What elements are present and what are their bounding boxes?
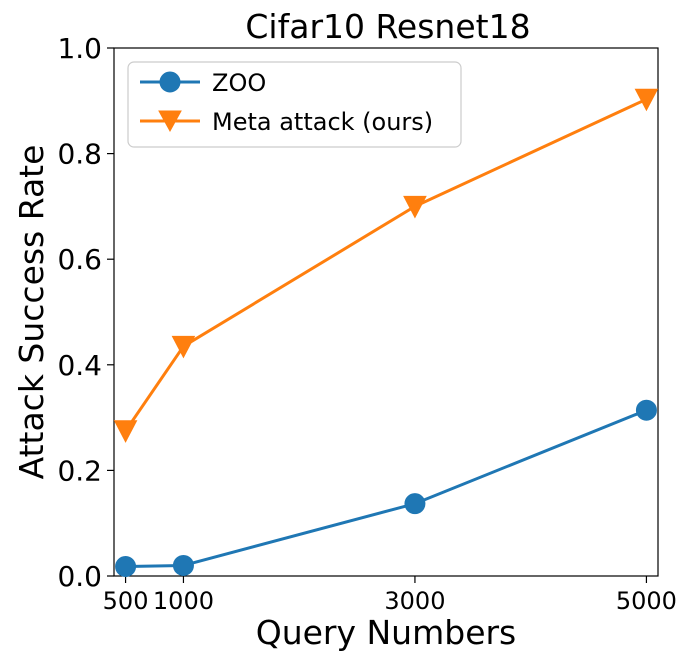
y-tick-label: 1.0 [57,32,102,65]
x-tick-label: 1000 [153,587,214,615]
data-point-meta-attack-ours [171,335,196,359]
x-axis: 500 1000 3000 5000 [103,576,676,615]
legend-label-meta-attack: Meta attack (ours) [212,108,433,136]
series-line-zoo [125,408,647,568]
x-tick-label: 500 [103,587,149,615]
data-point-meta-attack-ours [113,420,138,443]
data-point-meta-attack-ours [403,195,427,219]
x-tick-label: 3000 [384,587,445,615]
data-point-meta-attack-ours [634,88,659,112]
series-line-meta-attack-ours [124,97,648,432]
legend-frame [127,61,462,148]
data-point-zoo [172,554,194,576]
y-tick-label: 0.2 [57,454,102,487]
plot-frame [113,47,659,577]
y-tick-label: 0.4 [57,349,102,382]
data-point-zoo [115,555,137,577]
legend-marker-meta-attack [158,110,182,133]
legend-label-zoo: ZOO [212,69,266,97]
legend-marker-zoo [159,71,181,93]
y-tick-label: 0.8 [57,138,102,171]
x-tick-label: 5000 [616,587,676,615]
series-layer [113,88,659,577]
data-point-zoo [404,493,426,515]
y-tick-label: 0.6 [57,243,102,276]
chart-title: Cifar10 Resnet18 [245,7,530,46]
y-axis-label: Attack Success Rate [12,145,51,480]
y-tick-label: 0.0 [57,560,102,593]
x-axis-label: Query Numbers [256,613,517,652]
legend: ZOO Meta attack (ours) [127,61,462,148]
data-point-zoo [635,399,657,421]
y-axis: 0.0 0.2 0.4 0.6 0.8 1.0 [57,32,114,593]
